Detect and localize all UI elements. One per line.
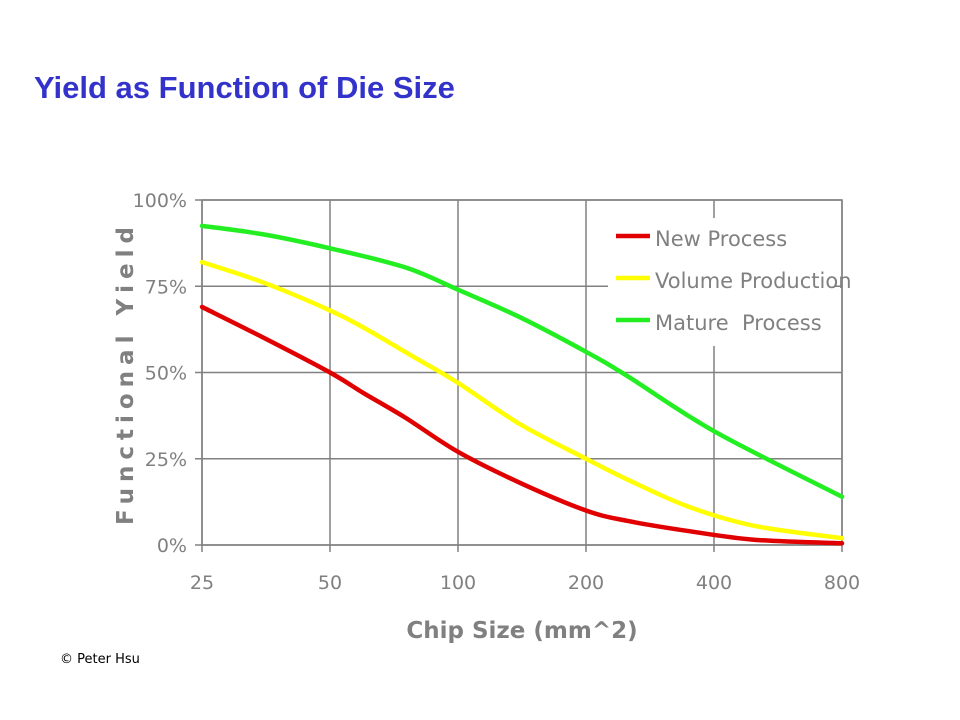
y-tick-label: 50% — [145, 363, 187, 385]
y-tick-label: 100% — [133, 190, 187, 212]
legend-label: Volume Production — [655, 269, 852, 293]
x-tick-label: 50 — [318, 572, 342, 594]
y-tick-label: 25% — [145, 449, 187, 471]
x-axis-title: Chip Size (mm^2) — [406, 618, 637, 644]
x-tick-label: 100 — [440, 572, 476, 594]
x-tick-labels: 25 50 100 200 400 800 — [190, 572, 860, 594]
series-line-1 — [199, 304, 845, 546]
legend-label: New Process — [655, 227, 787, 251]
x-tick-label: 400 — [696, 572, 732, 594]
legend-background — [608, 218, 834, 346]
x-tick-label: 800 — [824, 572, 860, 594]
series-line-3 — [199, 223, 845, 499]
y-tick-label: 75% — [145, 276, 187, 298]
legend: New Process Volume Production Mature Proce… — [608, 218, 852, 346]
slide-title: Yield as Function of Die Size — [34, 70, 455, 105]
series-line-2 — [199, 259, 845, 541]
y-tick-labels: 0% 25% 50% 75% 100% — [133, 190, 187, 557]
y-tick-label: 0% — [157, 535, 187, 557]
copyright-notice: © Peter Hsu — [60, 652, 140, 667]
y-axis-title: Functional Yield — [113, 221, 139, 525]
legend-label: Mature Process — [655, 311, 822, 335]
x-tick-label: 200 — [568, 572, 604, 594]
x-tick-label: 25 — [190, 572, 214, 594]
series-lines — [199, 223, 845, 546]
